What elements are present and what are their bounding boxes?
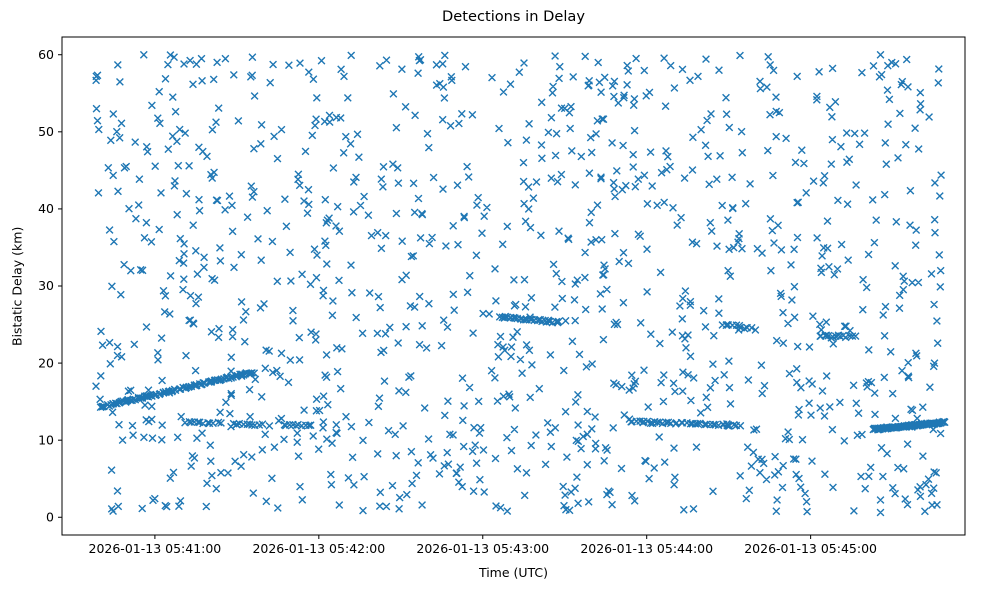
x-tick-label: 2026-01-13 05:45:00 xyxy=(744,541,877,556)
y-tick-label: 30 xyxy=(38,278,54,293)
x-tick-label: 2026-01-13 05:41:00 xyxy=(89,541,222,556)
y-axis-label: Bistatic Delay (km) xyxy=(9,226,25,346)
track-12km-0544-points xyxy=(627,417,745,430)
clutter-points xyxy=(92,50,945,517)
track-23km-0545-points xyxy=(816,331,860,342)
track-12km-a-points xyxy=(181,417,225,428)
y-tick-label: 10 xyxy=(38,432,54,447)
track-ascending-0545-points xyxy=(869,417,949,434)
track-12km-b-points xyxy=(229,419,267,430)
x-axis-label: Time (UTC) xyxy=(478,565,549,580)
x-tick-label: 2026-01-13 05:42:00 xyxy=(252,541,385,556)
cluster-25km-0544-points xyxy=(718,321,756,333)
y-tick-label: 60 xyxy=(38,47,54,62)
x-tick-label: 2026-01-13 05:44:00 xyxy=(580,541,713,556)
track-26km-0543-points xyxy=(495,313,563,327)
track-12km-c-points xyxy=(280,420,315,430)
chart-title: Detections in Delay xyxy=(442,8,585,25)
y-tick-label: 20 xyxy=(38,355,54,370)
track-ascending-0541-points xyxy=(96,369,259,412)
x-tick-label: 2026-01-13 05:43:00 xyxy=(416,541,549,556)
y-tick-label: 40 xyxy=(38,201,54,216)
y-tick-label: 0 xyxy=(46,509,54,524)
y-tick-label: 50 xyxy=(38,124,54,139)
